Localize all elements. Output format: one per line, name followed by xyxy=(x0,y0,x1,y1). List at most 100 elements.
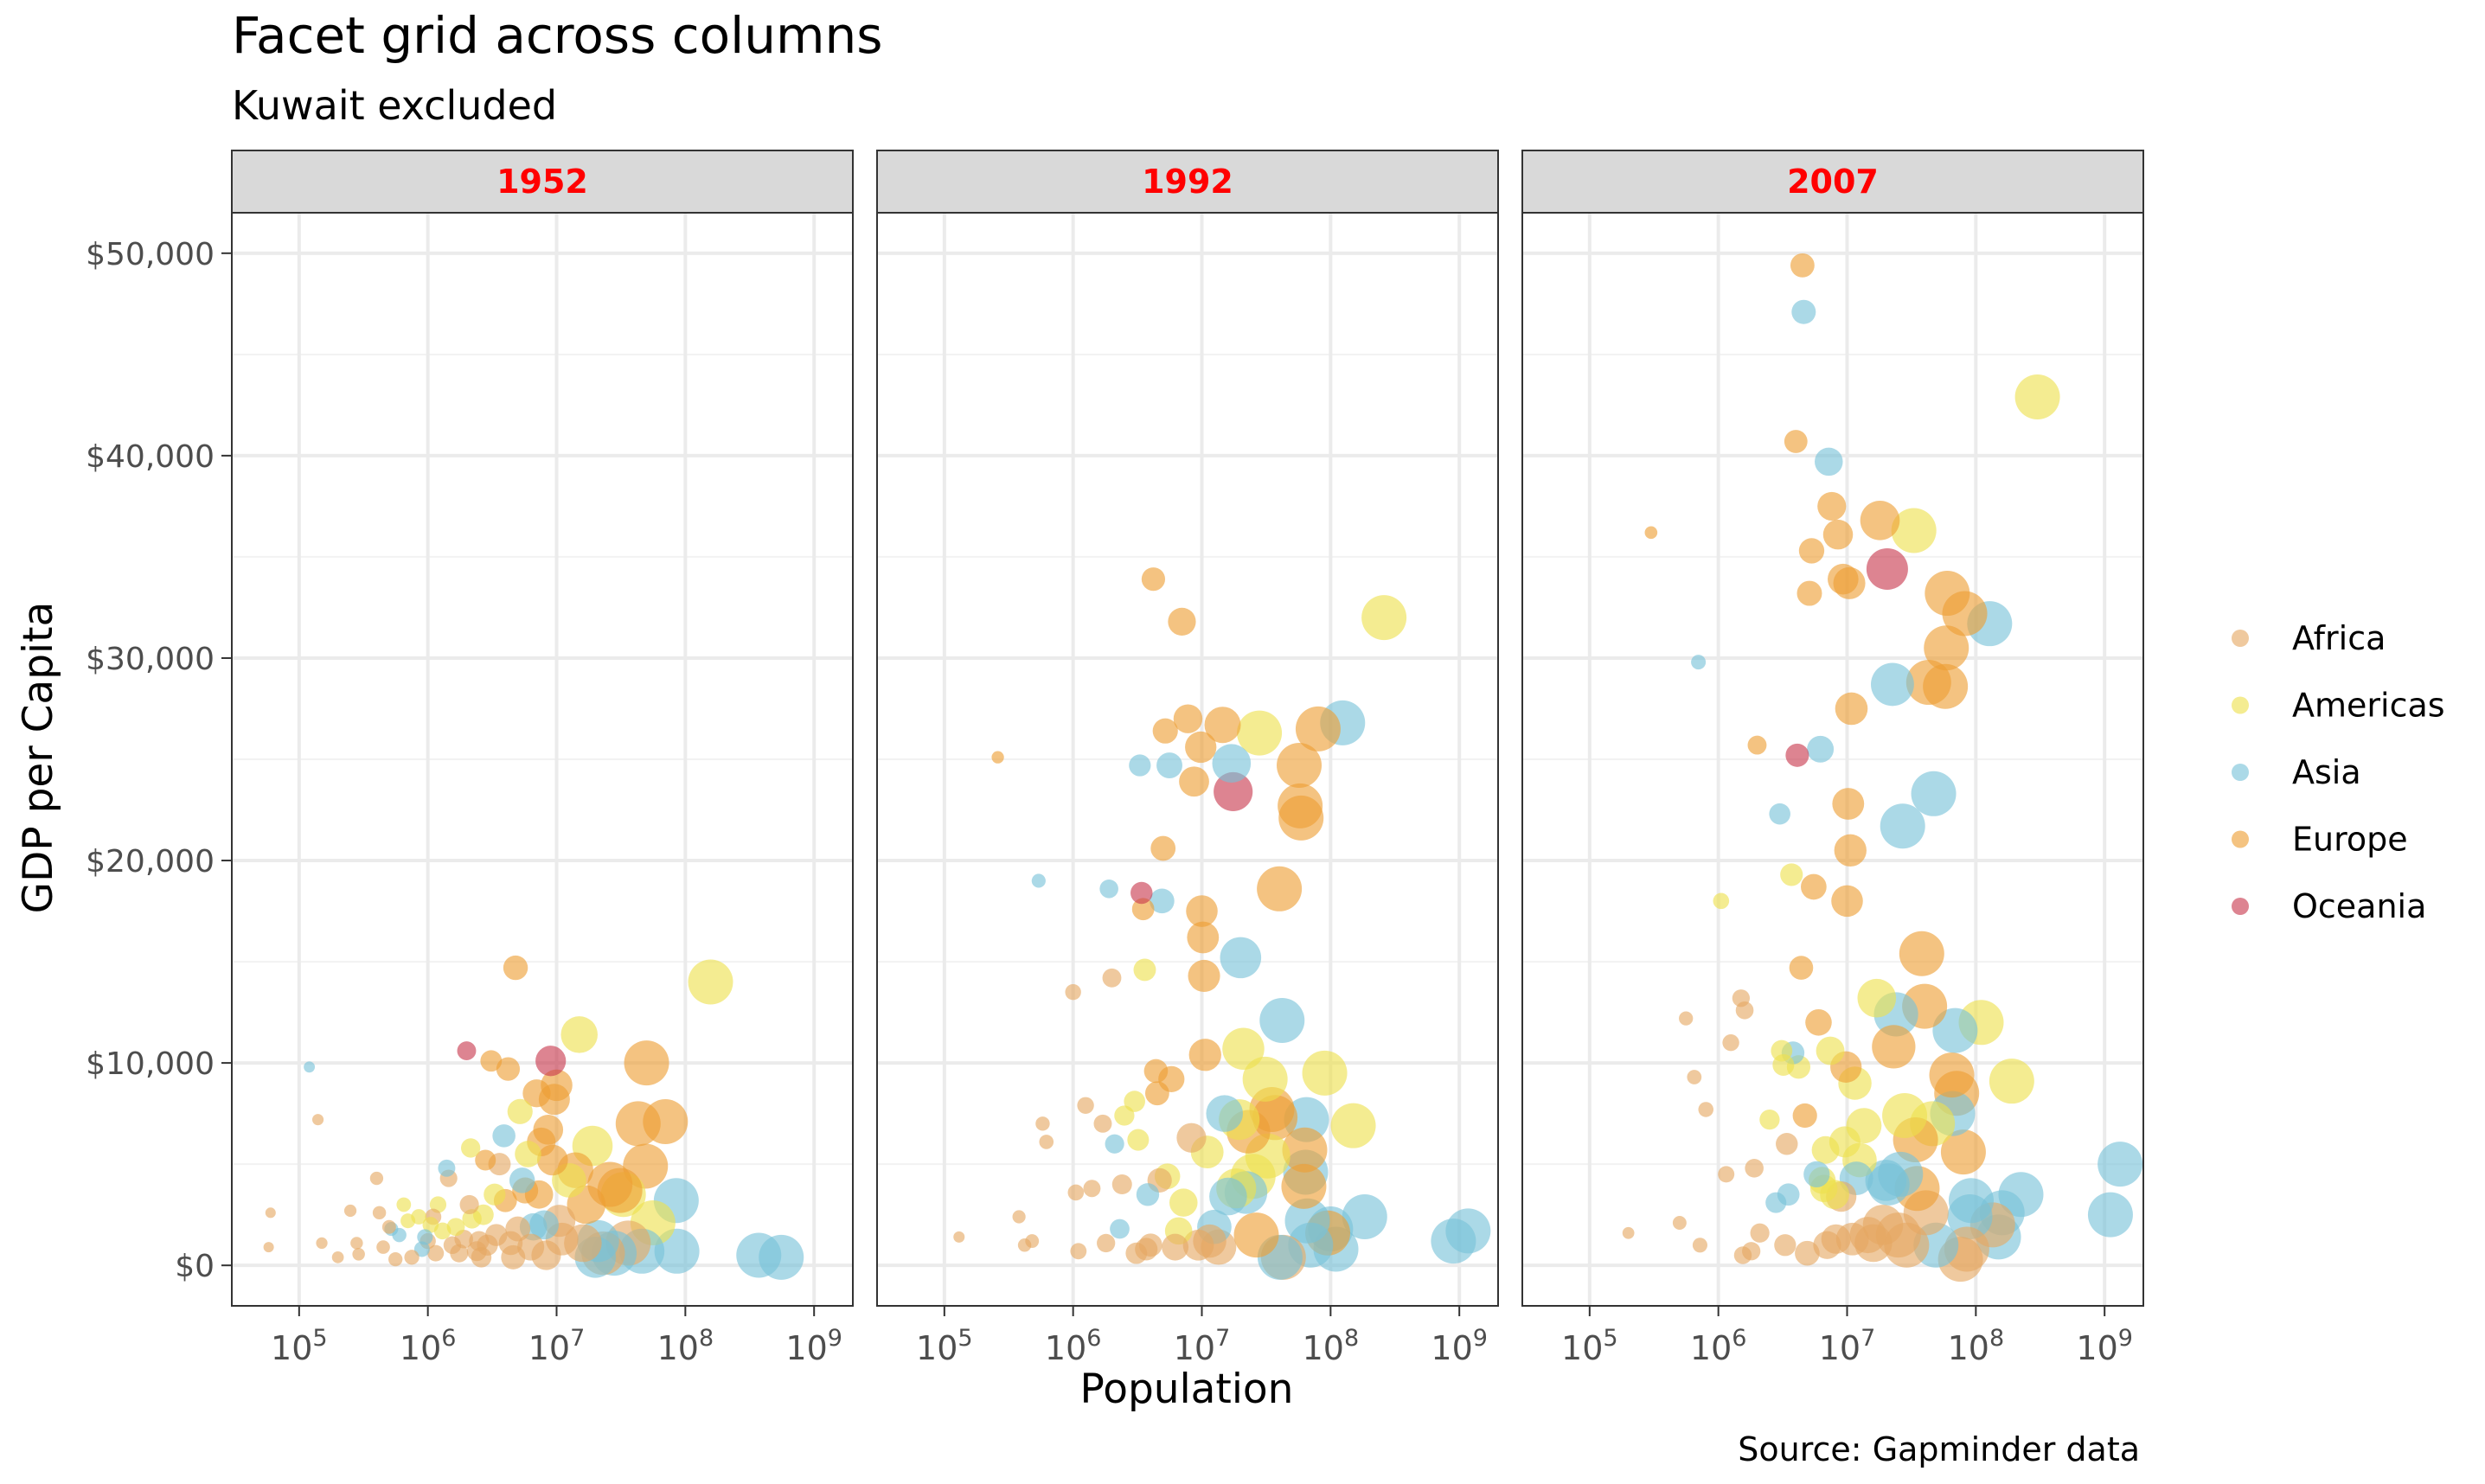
data-point xyxy=(736,1232,782,1278)
data-point xyxy=(1882,1092,1928,1138)
data-point xyxy=(400,1213,416,1229)
facet-strip-label: 1992 xyxy=(1142,163,1233,201)
data-point xyxy=(1214,771,1253,812)
legend-item-asia: Asia xyxy=(2232,753,2361,791)
data-point xyxy=(1156,752,1182,778)
data-point xyxy=(1162,1233,1189,1261)
data-point xyxy=(343,1204,357,1218)
data-point xyxy=(1065,983,1081,1001)
data-point xyxy=(1330,1103,1376,1148)
data-point xyxy=(1947,1194,1993,1240)
data-point xyxy=(1805,1009,1832,1036)
data-point xyxy=(304,1061,316,1073)
facet-panel-2007: 2007 105 106 107 108 109 xyxy=(1521,150,2144,1367)
data-point xyxy=(1242,1056,1288,1102)
data-point xyxy=(1817,491,1847,521)
data-point xyxy=(1865,1160,1907,1201)
data-point xyxy=(1129,754,1151,777)
data-point xyxy=(457,1041,477,1061)
data-point xyxy=(350,1237,363,1250)
x-tick-label: 108 xyxy=(1948,1325,2005,1367)
data-point xyxy=(417,1229,433,1245)
data-point xyxy=(1765,1192,1787,1213)
data-point xyxy=(1807,735,1835,763)
caption: Source: Gapminder data xyxy=(1738,1430,2140,1468)
data-point xyxy=(443,1236,462,1255)
y-axis-title: GDP per Capita xyxy=(15,602,62,914)
data-point xyxy=(1110,1219,1130,1239)
data-point xyxy=(1141,567,1166,592)
data-point xyxy=(2087,1192,2133,1238)
data-point xyxy=(312,1114,324,1126)
data-point xyxy=(1899,931,1944,976)
legend-key xyxy=(2232,898,2249,915)
data-point xyxy=(1672,1216,1687,1230)
data-point xyxy=(1130,881,1153,905)
x-tick-label: 105 xyxy=(916,1325,973,1367)
data-point xyxy=(1179,766,1209,797)
data-point xyxy=(459,1194,479,1215)
data-point xyxy=(376,1240,390,1254)
data-point xyxy=(1125,1242,1148,1264)
chart-title: Facet grid across columns xyxy=(232,6,882,65)
data-point xyxy=(1924,625,1969,671)
data-point xyxy=(1790,253,1815,278)
facet-strip-label: 1952 xyxy=(496,163,588,201)
data-point xyxy=(460,1138,481,1158)
data-point xyxy=(316,1237,328,1250)
data-point xyxy=(352,1248,365,1261)
data-point xyxy=(1187,921,1220,954)
data-point xyxy=(1797,580,1822,606)
data-point xyxy=(1774,1234,1797,1257)
y-tick-label: $40,000 xyxy=(86,439,215,475)
data-point xyxy=(953,1231,965,1243)
x-tick-label: 109 xyxy=(2076,1325,2133,1367)
data-point xyxy=(1813,1231,1841,1259)
facet-strip-label: 2007 xyxy=(1787,163,1879,201)
data-point xyxy=(1131,898,1155,921)
legend-item-americas: Americas xyxy=(2232,687,2445,725)
data-point xyxy=(1789,956,1814,980)
data-point xyxy=(1169,1188,1198,1217)
legend-item-africa: Africa xyxy=(2232,619,2386,657)
legend-key xyxy=(2232,764,2249,781)
data-point xyxy=(688,959,733,1005)
data-point xyxy=(1776,1132,1798,1155)
data-point xyxy=(1713,892,1730,910)
data-point xyxy=(1035,1116,1050,1131)
data-point xyxy=(1206,1095,1243,1132)
y-tick-label: $30,000 xyxy=(86,642,215,677)
data-point xyxy=(396,1197,412,1212)
data-point xyxy=(1342,1194,1387,1240)
data-point xyxy=(507,1098,533,1124)
data-point xyxy=(503,955,528,981)
chart-subtitle: Kuwait excluded xyxy=(232,82,557,129)
data-point xyxy=(1940,1129,1986,1175)
x-tick-label: 108 xyxy=(657,1325,714,1367)
data-point xyxy=(1144,1081,1169,1106)
data-point xyxy=(1860,500,1900,541)
data-point xyxy=(1017,1238,1032,1252)
data-point xyxy=(1102,968,1122,988)
data-point xyxy=(480,1050,503,1072)
data-point xyxy=(1798,538,1825,564)
legend: Africa Americas Asia Europe Oceania xyxy=(2232,619,2445,925)
data-point xyxy=(466,1241,487,1262)
data-point xyxy=(991,751,1004,764)
x-tick-label: 108 xyxy=(1303,1325,1360,1367)
data-point xyxy=(1278,783,1323,828)
legend-item-oceania: Oceania xyxy=(2232,887,2426,925)
data-point xyxy=(1093,1114,1112,1133)
data-point xyxy=(522,1079,551,1108)
data-point xyxy=(1622,1226,1635,1239)
facet-panel-1952: 1952 $0 $10,000 $20,000 $30,000 $40,000 $50,00… xyxy=(86,150,854,1367)
data-point xyxy=(1732,989,1751,1007)
data-point xyxy=(1083,1180,1101,1198)
y-tick-label: $10,000 xyxy=(86,1046,215,1082)
data-point xyxy=(1816,1036,1845,1065)
data-point xyxy=(1795,1240,1820,1266)
data-point xyxy=(1136,1183,1160,1206)
data-point xyxy=(1077,1097,1094,1114)
data-point xyxy=(1822,519,1854,550)
